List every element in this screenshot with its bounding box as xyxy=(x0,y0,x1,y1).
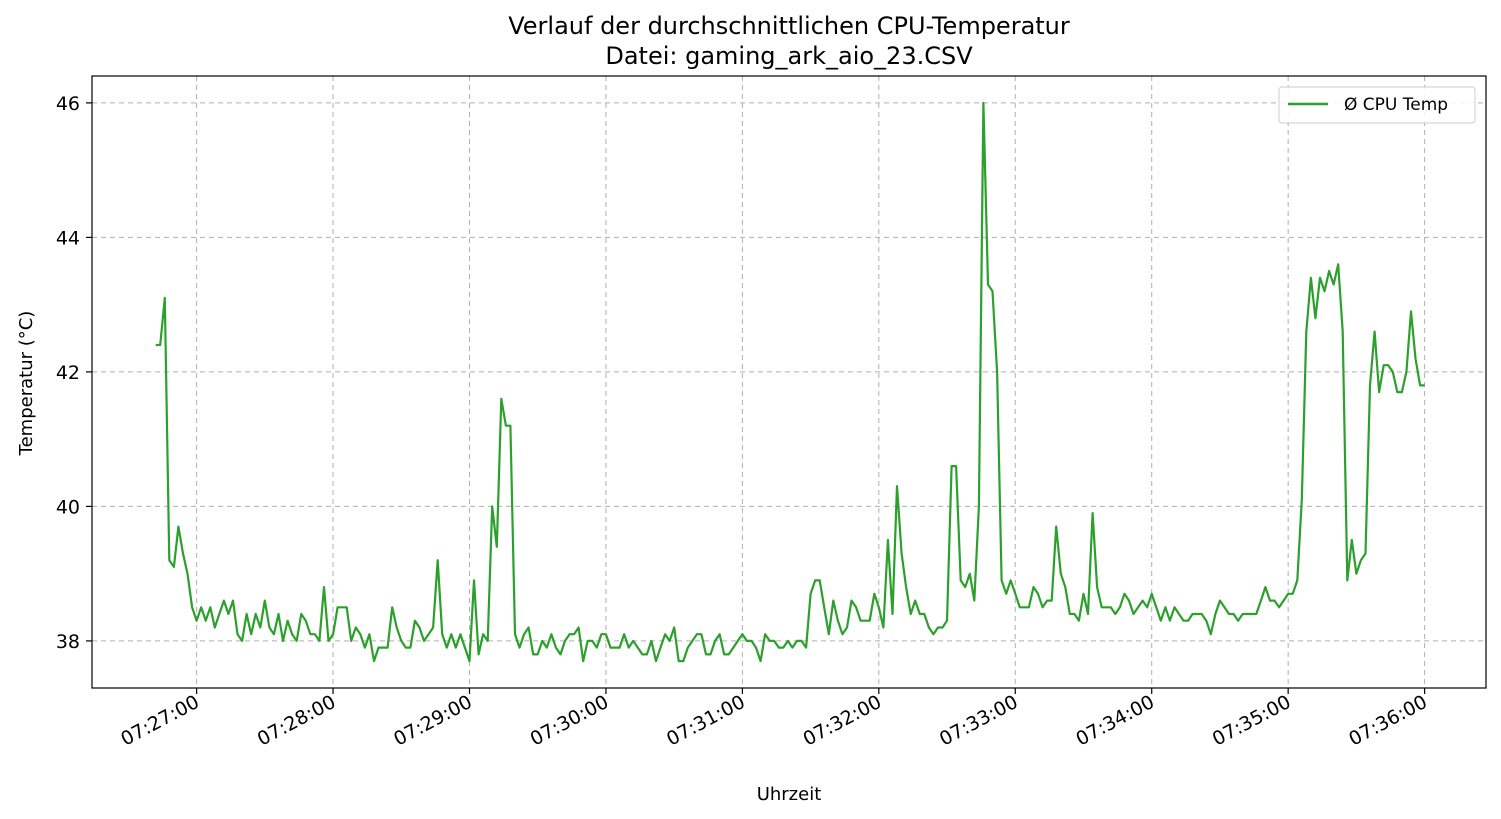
y-tick-label: 38 xyxy=(56,631,80,653)
chart-subtitle: Datei: gaming_ark_aio_23.CSV xyxy=(605,42,973,70)
x-tick-label: 07:35:00 xyxy=(1209,691,1295,750)
x-axis-label: Uhrzeit xyxy=(757,784,822,805)
y-tick-label: 40 xyxy=(56,496,80,518)
legend-box xyxy=(1278,86,1476,124)
y-tick-label: 42 xyxy=(56,362,80,384)
y-tick-label: 44 xyxy=(56,227,80,249)
x-tick-label: 07:28:00 xyxy=(254,691,340,750)
x-tick-label: 07:27:00 xyxy=(117,691,203,750)
y-axis-label: Temperatur (°C) xyxy=(16,311,37,457)
y-tick-label: 46 xyxy=(56,93,80,115)
x-tick-label: 07:34:00 xyxy=(1072,691,1158,750)
grid-lines xyxy=(92,76,1486,688)
legend: Ø CPU Temp xyxy=(1278,86,1476,124)
legend-label: Ø CPU Temp xyxy=(1344,95,1448,115)
plot-frame xyxy=(91,75,1487,689)
series-line-0 xyxy=(155,101,1425,663)
x-tick-label: 07:33:00 xyxy=(936,691,1022,750)
x-tick-label: 07:30:00 xyxy=(527,691,613,750)
chart-title: Verlauf der durchschnittlichen CPU-Tempe… xyxy=(508,12,1070,40)
x-tick-label: 07:32:00 xyxy=(799,691,885,750)
y-axis: 38 40 42 44 46 xyxy=(56,93,92,653)
series-layer xyxy=(155,101,1425,663)
x-tick-label: 07:31:00 xyxy=(663,691,749,750)
x-tick-label: 07:29:00 xyxy=(390,691,476,750)
x-axis: 07:27:00 07:28:00 07:29:00 07:30:00 07:31:00… xyxy=(117,688,1431,750)
x-tick-label: 07:36:00 xyxy=(1345,691,1431,750)
